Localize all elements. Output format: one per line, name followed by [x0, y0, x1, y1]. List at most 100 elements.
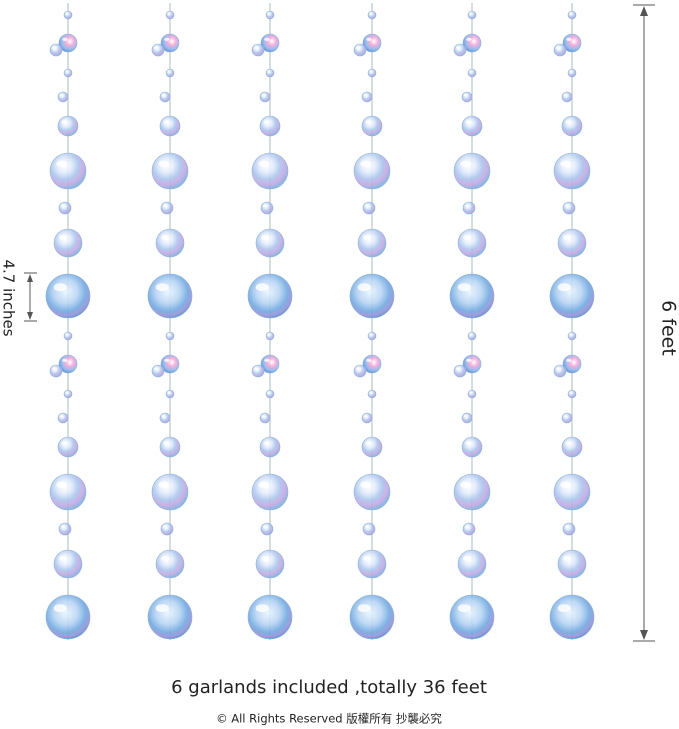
bubble-highlight: [61, 441, 68, 445]
spacing-label: 4.7 inches: [0, 259, 18, 336]
bubble-highlight: [154, 46, 158, 49]
bubble: [449, 273, 495, 319]
bubble-highlight: [566, 358, 572, 363]
garland: [549, 3, 595, 640]
bubble-highlight: [469, 333, 472, 336]
bubble: [467, 68, 477, 78]
bubble-highlight: [562, 234, 572, 240]
bubble-highlight: [52, 46, 56, 49]
garland: [247, 3, 293, 640]
bubble-highlight: [557, 604, 571, 613]
bubble-highlight: [369, 70, 372, 73]
bubble-highlight: [58, 555, 68, 561]
bubble-highlight: [160, 555, 170, 561]
bubble-highlight: [465, 441, 472, 445]
bubble-highlight: [163, 120, 170, 124]
bubble: [247, 273, 293, 319]
bubble: [461, 436, 483, 458]
bubble-highlight: [457, 604, 471, 613]
bubble-highlight: [267, 12, 270, 15]
bubble-highlight: [366, 37, 372, 42]
garland: [449, 3, 495, 640]
bubble: [260, 522, 274, 536]
bubble: [155, 549, 185, 579]
bubble: [567, 10, 577, 20]
bubble-highlight: [565, 120, 572, 124]
bubble: [57, 91, 69, 103]
bubble: [147, 273, 193, 319]
bubble: [165, 68, 175, 78]
bubble: [561, 412, 573, 424]
bubble: [63, 10, 73, 20]
bubble: [259, 436, 281, 458]
bubble-highlight: [360, 160, 372, 168]
length-dimension: [633, 4, 655, 642]
bubble-highlight: [360, 481, 372, 489]
bubble: [567, 331, 577, 341]
bubble: [160, 522, 174, 536]
bubble: [45, 273, 91, 319]
bubble: [461, 91, 473, 103]
bubble-highlight: [260, 555, 270, 561]
bubble-highlight: [460, 481, 472, 489]
bubble: [57, 115, 79, 137]
bubble-highlight: [155, 283, 169, 292]
bubble: [467, 389, 477, 399]
bubble-highlight: [267, 70, 270, 73]
bubble: [361, 436, 383, 458]
bubble-highlight: [362, 555, 372, 561]
bubble: [159, 91, 171, 103]
bubble-highlight: [456, 367, 460, 370]
bubble: [461, 115, 483, 137]
bubble: [367, 10, 377, 20]
bubble: [561, 115, 583, 137]
bubble-highlight: [465, 120, 472, 124]
bubble: [561, 436, 583, 458]
bubble: [251, 152, 289, 190]
bubble: [255, 549, 285, 579]
bubble-highlight: [263, 525, 267, 528]
bubble-highlight: [61, 120, 68, 124]
bubble: [251, 43, 265, 57]
bubble: [53, 549, 83, 579]
bubble-highlight: [557, 283, 571, 292]
bubble-highlight: [566, 37, 572, 42]
bubble-highlight: [59, 94, 63, 96]
bubble: [247, 594, 293, 640]
bubble: [462, 522, 476, 536]
bubble: [155, 228, 185, 258]
bubble-highlight: [255, 283, 269, 292]
bubble-highlight: [569, 333, 572, 336]
bubble: [367, 389, 377, 399]
bubble-highlight: [62, 358, 68, 363]
bubble: [57, 412, 69, 424]
bubble: [251, 473, 289, 511]
bubble: [561, 91, 573, 103]
bubble: [259, 91, 271, 103]
bubble: [562, 522, 576, 536]
bubble-highlight: [161, 415, 165, 417]
bubble-highlight: [65, 70, 68, 73]
bubble-highlight: [463, 415, 467, 417]
bubble-highlight: [158, 160, 170, 168]
bubble-highlight: [267, 391, 270, 394]
bubble-highlight: [562, 555, 572, 561]
bubble: [461, 412, 473, 424]
bubble: [63, 331, 73, 341]
bubble: [549, 273, 595, 319]
bubble-highlight: [469, 70, 472, 73]
bubble-highlight: [466, 358, 472, 363]
bubble: [557, 549, 587, 579]
garland: [147, 3, 193, 640]
bubble: [453, 152, 491, 190]
bubble: [45, 594, 91, 640]
bubble: [449, 594, 495, 640]
bubble-highlight: [469, 391, 472, 394]
bubble-highlight: [255, 604, 269, 613]
bubble: [265, 68, 275, 78]
bubble-highlight: [365, 204, 369, 207]
bubble-highlight: [357, 283, 371, 292]
bubble-highlight: [369, 333, 372, 336]
bubble: [58, 201, 72, 215]
